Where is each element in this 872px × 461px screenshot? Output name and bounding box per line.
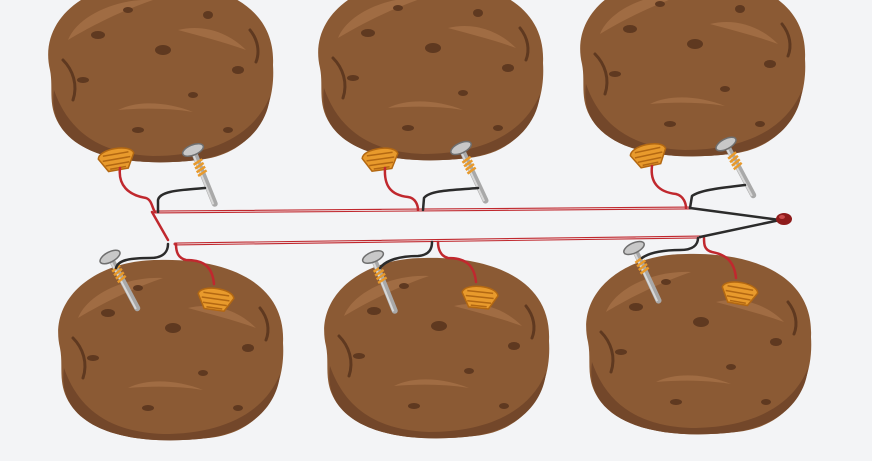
potato-icon bbox=[584, 252, 813, 436]
potato-cell-bottom-2 bbox=[322, 248, 551, 440]
potato-cell-top-1 bbox=[46, 0, 275, 208]
potato-icon bbox=[46, 0, 275, 164]
wire-icon bbox=[114, 164, 782, 286]
potato-cell-top-3 bbox=[578, 0, 807, 200]
potato-icon bbox=[56, 258, 285, 442]
potato-cell-top-2 bbox=[316, 0, 545, 205]
potato-cell-bottom-3 bbox=[584, 239, 813, 436]
potato-icon bbox=[322, 256, 551, 440]
potato-cell-bottom-1 bbox=[56, 247, 285, 442]
potato-icon bbox=[578, 0, 807, 158]
led-icon bbox=[776, 213, 792, 225]
potato-icon bbox=[316, 0, 545, 162]
